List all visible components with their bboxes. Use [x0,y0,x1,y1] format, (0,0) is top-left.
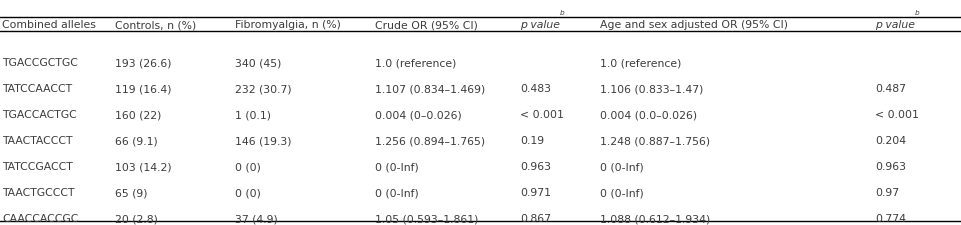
Text: 66 (9.1): 66 (9.1) [115,135,158,145]
Text: 1.088 (0.612–1.934): 1.088 (0.612–1.934) [600,213,710,223]
Text: 0 (0-Inf): 0 (0-Inf) [375,187,419,197]
Text: TATCCAACCT: TATCCAACCT [2,84,72,94]
Text: p value: p value [875,20,915,30]
Text: Controls, n (%): Controls, n (%) [115,20,196,30]
Text: 1.05 (0.593–1.861): 1.05 (0.593–1.861) [375,213,479,223]
Text: 146 (19.3): 146 (19.3) [235,135,291,145]
Text: 0.867: 0.867 [520,213,551,223]
Text: TAACTGCCCT: TAACTGCCCT [2,187,75,197]
Text: 103 (14.2): 103 (14.2) [115,161,172,171]
Text: Age and sex adjusted OR (95% CI): Age and sex adjusted OR (95% CI) [600,20,788,30]
Text: Fibromyalgia, n (%): Fibromyalgia, n (%) [235,20,341,30]
Text: TGACCACTGC: TGACCACTGC [2,110,77,119]
Text: 0.971: 0.971 [520,187,551,197]
Text: 1.106 (0.833–1.47): 1.106 (0.833–1.47) [600,84,703,94]
Text: 0 (0): 0 (0) [235,161,260,171]
Text: 0.774: 0.774 [875,213,906,223]
Text: 160 (22): 160 (22) [115,110,161,119]
Text: 0 (0-Inf): 0 (0-Inf) [375,161,419,171]
Text: 1.0 (reference): 1.0 (reference) [375,58,456,68]
Text: 65 (9): 65 (9) [115,187,147,197]
Text: 0 (0-Inf): 0 (0-Inf) [600,161,644,171]
Text: 1.0 (reference): 1.0 (reference) [600,58,681,68]
Text: TGACCGCTGC: TGACCGCTGC [2,58,78,68]
Text: 20 (2.8): 20 (2.8) [115,213,158,223]
Text: 1.256 (0.894–1.765): 1.256 (0.894–1.765) [375,135,485,145]
Text: 1 (0.1): 1 (0.1) [235,110,271,119]
Text: 0.487: 0.487 [875,84,906,94]
Text: 1.107 (0.834–1.469): 1.107 (0.834–1.469) [375,84,485,94]
Text: < 0.001: < 0.001 [520,110,564,119]
Text: TAACTACCCT: TAACTACCCT [2,135,72,145]
Text: 119 (16.4): 119 (16.4) [115,84,171,94]
Text: 0 (0): 0 (0) [235,187,260,197]
Text: TATCCGACCT: TATCCGACCT [2,161,73,171]
Text: 0.204: 0.204 [875,135,906,145]
Text: Combined alleles: Combined alleles [2,20,96,30]
Text: 0 (0-Inf): 0 (0-Inf) [600,187,644,197]
Text: 232 (30.7): 232 (30.7) [235,84,291,94]
Text: 0.004 (0–0.026): 0.004 (0–0.026) [375,110,461,119]
Text: b: b [915,10,920,16]
Text: b: b [560,10,565,16]
Text: 340 (45): 340 (45) [235,58,282,68]
Text: 0.004 (0.0–0.026): 0.004 (0.0–0.026) [600,110,697,119]
Text: < 0.001: < 0.001 [875,110,919,119]
Text: 193 (26.6): 193 (26.6) [115,58,171,68]
Text: p value: p value [520,20,560,30]
Text: 0.963: 0.963 [520,161,551,171]
Text: 0.483: 0.483 [520,84,551,94]
Text: 0.19: 0.19 [520,135,544,145]
Text: Crude OR (95% CI): Crude OR (95% CI) [375,20,478,30]
Text: 0.97: 0.97 [875,187,899,197]
Text: 0.963: 0.963 [875,161,906,171]
Text: 1.248 (0.887–1.756): 1.248 (0.887–1.756) [600,135,710,145]
Text: 37 (4.9): 37 (4.9) [235,213,278,223]
Text: CAACCACCGC: CAACCACCGC [2,213,79,223]
